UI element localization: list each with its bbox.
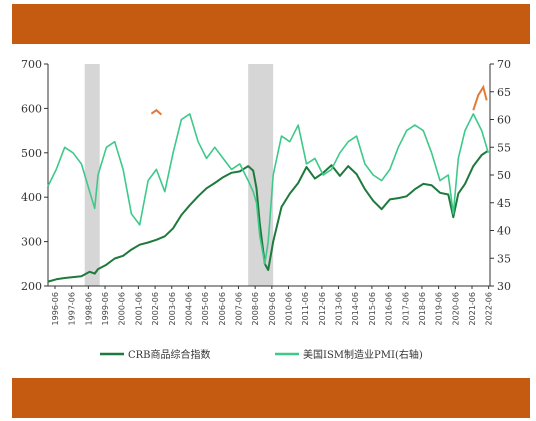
right-tick-label: 55 <box>497 141 511 154</box>
x-tick-label: 2005-06 <box>201 292 210 325</box>
right-tick-label: 40 <box>497 225 511 238</box>
x-tick-label: 2000-06 <box>118 292 127 325</box>
top-banner <box>12 4 530 44</box>
x-tick-label: 2020-06 <box>451 292 460 325</box>
right-tick-label: 35 <box>497 252 511 265</box>
x-tick-label: 2013-06 <box>335 292 344 325</box>
x-tick-label: 2019-06 <box>435 292 444 325</box>
left-tick-label: 400 <box>21 191 42 204</box>
x-tick-label: 2016-06 <box>385 292 394 325</box>
x-tick-label: 2003-06 <box>168 292 177 325</box>
x-tick-label: 2007-06 <box>234 292 243 325</box>
x-tick-label: 2017-06 <box>401 292 410 325</box>
right-tick-label: 30 <box>497 280 511 293</box>
right-y-axis: 30 35 40 45 50 55 60 65 70 <box>490 58 511 293</box>
x-tick-label: 2010-06 <box>285 292 294 325</box>
right-tick-label: 45 <box>497 197 511 210</box>
legend-label: CRB商品综合指数 <box>128 348 211 361</box>
x-tick-label: 2022-06 <box>485 292 494 325</box>
spike-line-0 <box>150 108 163 116</box>
left-tick-label: 700 <box>21 58 42 71</box>
x-tick-label: 1996-06 <box>51 292 60 325</box>
x-tick-label: 2021-06 <box>468 292 477 325</box>
recession-band-0 <box>84 64 100 286</box>
x-tick-label: 2009-06 <box>268 292 277 325</box>
left-tick-label: 600 <box>21 102 42 115</box>
spike-line-1 <box>472 84 488 111</box>
x-tick-label: 2004-06 <box>184 292 193 325</box>
x-tick-label: 2015-06 <box>368 292 377 325</box>
x-tick-label: 2014-06 <box>351 292 360 325</box>
recession-band-1 <box>248 64 274 286</box>
left-tick-label: 500 <box>21 147 42 160</box>
bottom-banner <box>12 378 530 418</box>
x-tick-label: 1999-06 <box>101 292 110 325</box>
x-tick-label: 1998-06 <box>84 292 93 325</box>
x-tick-label: 2006-06 <box>218 292 227 325</box>
left-y-axis: 200 300 400 500 600 700 <box>21 58 48 293</box>
x-tick-label: 2011-06 <box>301 292 310 325</box>
right-tick-label: 60 <box>497 114 511 127</box>
right-tick-label: 65 <box>497 86 511 99</box>
left-tick-label: 300 <box>21 236 42 249</box>
x-tick-label: 1997-06 <box>68 292 77 325</box>
left-tick-label: 200 <box>21 280 42 293</box>
pmi-line <box>47 113 490 265</box>
x-tick-label: 2018-06 <box>418 292 427 325</box>
series-lines <box>47 84 490 283</box>
right-tick-label: 70 <box>497 58 511 71</box>
recession-shading <box>84 64 274 286</box>
x-tick-label: 2002-06 <box>151 292 160 325</box>
x-axis: 1996-06 1997-06 1998-06 1999-06 2000-06 2001-… <box>51 286 494 325</box>
x-tick-label: 2008-06 <box>251 292 260 325</box>
x-tick-label: 2012-06 <box>318 292 327 325</box>
x-tick-label: 2001-06 <box>134 292 143 325</box>
chart-legend: CRB商品综合指数 美国ISM制造业PMI(右轴) <box>100 348 423 361</box>
right-tick-label: 50 <box>497 169 511 182</box>
legend-label: 美国ISM制造业PMI(右轴) <box>303 348 423 361</box>
